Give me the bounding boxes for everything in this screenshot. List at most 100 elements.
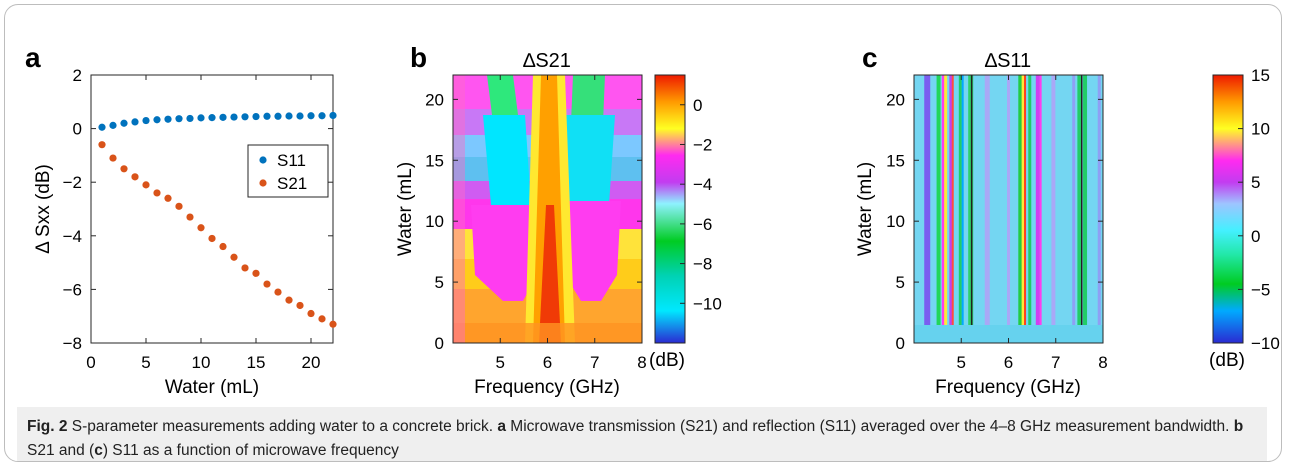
point-s21 — [131, 173, 139, 181]
panel-b-colorbar-tick-label: −2 — [693, 135, 712, 154]
caption-ref-c: c — [94, 442, 103, 459]
point-s11 — [219, 113, 227, 121]
heatmap-c-stripe — [1018, 75, 1023, 325]
heatmap-c-stripe — [1072, 75, 1076, 325]
point-s11 — [98, 123, 106, 131]
panel-c-colorbar-tick-label: −10 — [1251, 334, 1280, 353]
heatmap-c-stripe — [1039, 75, 1042, 325]
panel-c-y-axis-label: Water (mL) — [855, 162, 876, 256]
point-s21 — [208, 234, 216, 243]
heatmap-c-stripe — [1077, 75, 1082, 325]
panel-b-x-tick-label: 7 — [590, 353, 599, 372]
panel-b-colorbar-tick-label: −10 — [693, 294, 722, 313]
heatmap-c-stripe — [944, 75, 948, 325]
heatmap-c-stripe — [1080, 75, 1083, 325]
point-s21 — [296, 301, 304, 310]
panel-a-y-axis-label: Δ Sxx (dB) — [33, 164, 54, 254]
panel-b-y-tick-label: 5 — [435, 273, 444, 292]
panel-a-x-tick-label: 15 — [247, 353, 266, 372]
heatmap-b-left-strip — [453, 75, 465, 343]
point-s11 — [230, 113, 238, 121]
point-s21 — [109, 154, 117, 162]
panel-b-colorbar-tick-label: −6 — [693, 215, 712, 234]
point-s11 — [296, 112, 304, 120]
panel-b-x-ticks: 5 6 7 8 — [496, 75, 647, 372]
heatmap-c-stripe — [1051, 75, 1056, 325]
legend-label-s21: S21 — [277, 174, 307, 193]
panel-a-x-tick-label: 0 — [86, 353, 95, 372]
point-s11 — [153, 116, 161, 124]
caption-text-4: ) S11 as a function of microwave frequen… — [102, 442, 399, 459]
point-s21 — [186, 213, 194, 221]
caption-text-1: S-parameter measurements adding water to… — [67, 418, 498, 435]
point-s21 — [230, 253, 238, 261]
panel-c-title: ∆S11 — [985, 50, 1031, 72]
point-s11 — [285, 112, 293, 120]
caption-fig-label: Fig. 2 — [27, 418, 68, 435]
caption-ref-b: b — [1233, 418, 1244, 435]
heatmap-c-stripe — [968, 75, 974, 325]
point-s21 — [318, 315, 326, 323]
point-s21 — [219, 242, 227, 251]
panel-a-y-tick-label: −4 — [63, 227, 82, 246]
point-s11 — [263, 112, 271, 120]
figure-caption: Fig. 2 S-parameter measurements adding w… — [17, 407, 1267, 461]
heatmap-c-stripe — [1021, 75, 1026, 325]
point-s11 — [120, 119, 128, 127]
panel-b-heatmap — [453, 75, 642, 343]
panel-c-x-axis-label: Frequency (GHz) — [935, 377, 1081, 398]
panel-c-y-tick-label: 20 — [886, 90, 905, 109]
heatmap-b-red-core — [539, 205, 561, 343]
heatmap-b-magenta-right — [561, 201, 621, 301]
panel-a-y-tick-label: −2 — [63, 173, 82, 192]
panel-b: b ∆S21 — [395, 42, 722, 398]
panel-a: a 20−2−4−6−8 0 5 10 15 20 Water (mL) Δ Sxx (… — [25, 42, 337, 398]
panel-a-y-ticks: 2 0 −2 −4 −6 −8 — [63, 66, 333, 353]
panel-c-colorbar-tick-label: 10 — [1251, 120, 1270, 139]
panel-c-x-tick-label: 8 — [1098, 353, 1107, 372]
point-s21 — [120, 165, 128, 173]
point-s11 — [131, 118, 139, 126]
panel-c-label: c — [862, 42, 878, 73]
heatmap-c-stripes — [924, 75, 1101, 325]
caption-text-2: Microwave transmission (S21) and reflect… — [506, 418, 1234, 435]
panel-b-label: b — [410, 42, 427, 73]
point-s21 — [142, 181, 150, 189]
panel-a-y-tick-label: −6 — [63, 280, 82, 299]
panel-c-colorbar-tick-label: 5 — [1251, 173, 1260, 192]
panel-b-x-tick-label: 6 — [543, 353, 552, 372]
panel-c-y-ticks: 0 5 10 15 20 — [886, 90, 1103, 353]
panel-c-x-tick-label: 5 — [957, 353, 966, 372]
heatmap-c-stripe — [1024, 75, 1027, 325]
panel-c-y-tick-label: 10 — [886, 212, 905, 231]
point-s21 — [263, 280, 271, 288]
point-s11 — [186, 114, 194, 123]
point-s11 — [318, 112, 326, 120]
point-s11 — [142, 116, 150, 125]
caption-ref-a: a — [497, 418, 506, 435]
panel-a-y-tick-label: 2 — [73, 66, 82, 85]
panel-a-label: a — [25, 42, 41, 73]
point-s21 — [164, 194, 172, 202]
panel-a-points — [98, 111, 337, 328]
heatmap-c-stripe — [924, 75, 931, 325]
legend-marker-s11 — [259, 156, 267, 164]
panel-c-colorbar-ticks: 15 10 5 0 −5 −10 — [1238, 66, 1280, 353]
panel-a-x-ticks: 0 5 10 15 20 — [86, 75, 320, 372]
panel-c: c ∆S11 0 5 10 15 20 5 6 7 8 Frequency (GHz) Wat… — [855, 42, 1280, 398]
heatmap-c-stripe — [936, 75, 941, 325]
panel-c-x-tick-label: 6 — [1004, 353, 1013, 372]
point-s21 — [98, 141, 106, 149]
point-s21 — [153, 189, 161, 197]
heatmap-c-stripe — [1097, 75, 1101, 325]
panel-b-colorbar-tick-label: −8 — [693, 255, 712, 274]
panel-a-x-tick-label: 20 — [302, 353, 321, 372]
point-s11 — [197, 114, 205, 122]
panel-b-x-tick-label: 5 — [496, 353, 505, 372]
point-s11 — [208, 114, 216, 122]
point-s11 — [252, 112, 260, 121]
panel-b-y-tick-label: 15 — [425, 151, 444, 170]
point-s11 — [175, 115, 183, 123]
panel-b-x-axis-label: Frequency (GHz) — [474, 377, 620, 398]
panel-b-y-tick-label: 10 — [425, 212, 444, 231]
